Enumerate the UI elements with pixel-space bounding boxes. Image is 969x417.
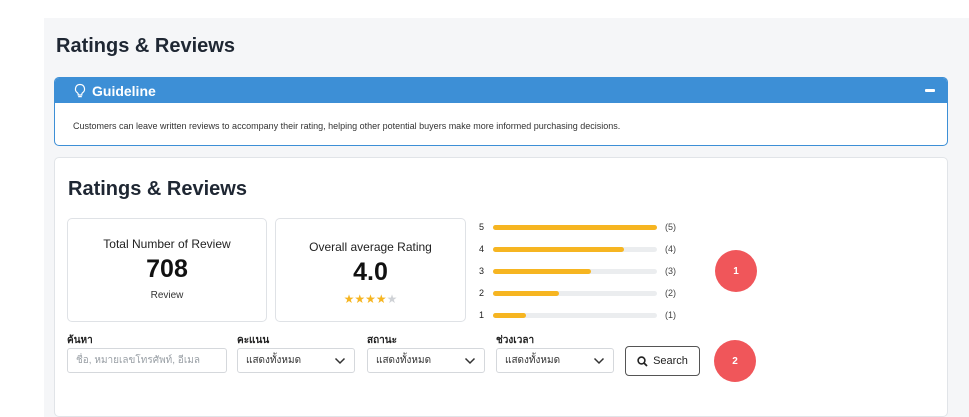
star-icon: ★ (354, 292, 366, 306)
distribution-bar (493, 313, 526, 318)
score-select-value: แสดงทั้งหมด (246, 355, 302, 366)
distribution-count: (2) (665, 288, 676, 298)
status-select[interactable]: แสดงทั้งหมด (367, 348, 485, 373)
search-icon (637, 355, 648, 367)
period-field: ช่วงเวลา แสดงทั้งหมด (496, 333, 614, 373)
star-icon: ★ (386, 292, 398, 306)
distribution-star-label: 3 (479, 266, 485, 276)
distribution-track (493, 225, 657, 230)
distribution-row: 5 (5) (479, 222, 719, 244)
average-rating-value: 4.0 (353, 258, 388, 286)
status-select-value: แสดงทั้งหมด (376, 355, 432, 366)
distribution-track (493, 247, 657, 252)
total-reviews-value: 708 (146, 255, 188, 283)
guideline-header[interactable]: Guideline (55, 78, 947, 103)
distribution-bar (493, 291, 559, 296)
card-title: Ratings & Reviews (68, 178, 247, 200)
star-icon: ★ (375, 292, 387, 306)
distribution-count: (1) (665, 310, 676, 320)
distribution-bar (493, 247, 625, 252)
distribution-count: (5) (665, 222, 676, 232)
score-label: คะแนน (237, 335, 270, 346)
period-label: ช่วงเวลา (496, 335, 535, 346)
total-reviews-unit: Review (150, 290, 184, 301)
distribution-track (493, 269, 657, 274)
score-field: คะแนน แสดงทั้งหมด (237, 333, 355, 373)
distribution-star-label: 4 (479, 244, 485, 254)
average-rating-box: Overall average Rating 4.0 ★★★★★ (275, 218, 466, 322)
annotation-badge-2: 2 (714, 340, 756, 382)
annotation-badge-1: 1 (715, 250, 757, 292)
distribution-count: (4) (665, 244, 676, 254)
ratings-card: Ratings & Reviews Total Number of Review… (54, 157, 948, 417)
guideline-panel: Guideline Customers can leave written re… (54, 77, 948, 146)
distribution-row: 4 (4) (479, 244, 719, 266)
period-select-value: แสดงทั้งหมด (505, 355, 561, 366)
distribution-row: 3 (3) (479, 266, 719, 288)
search-field: ค้นหา (67, 333, 227, 373)
distribution-star-label: 5 (479, 222, 485, 232)
search-label: ค้นหา (67, 335, 93, 346)
star-icon: ★ (343, 292, 355, 306)
chevron-down-icon (593, 357, 605, 364)
average-rating-label: Overall average Rating (309, 240, 432, 254)
star-icon: ★ (365, 292, 376, 306)
chevron-down-icon (464, 357, 476, 364)
total-reviews-label: Total Number of Review (103, 237, 231, 251)
lightbulb-icon (74, 83, 86, 97)
guideline-text: Customers can leave written reviews to a… (73, 121, 621, 131)
page-title: Ratings & Reviews (56, 35, 235, 57)
distribution-track (493, 313, 657, 318)
distribution-row: 1 (1) (479, 310, 719, 332)
search-input[interactable] (67, 348, 227, 373)
distribution-bar (493, 225, 657, 230)
distribution-bar (493, 269, 592, 274)
distribution-track (493, 291, 657, 296)
filter-bar: ค้นหา คะแนน แสดงทั้งหมด สถานะ แสดงทั้งหม… (67, 333, 947, 393)
star-rating: ★★★★★ (276, 292, 465, 306)
score-select[interactable]: แสดงทั้งหมด (237, 348, 355, 373)
distribution-row: 2 (2) (479, 288, 719, 310)
chevron-down-icon (334, 357, 346, 364)
distribution-star-label: 2 (479, 288, 485, 298)
total-reviews-box: Total Number of Review 708 Review (67, 218, 267, 322)
search-button-label: Search (653, 355, 688, 367)
guideline-title: Guideline (92, 82, 156, 99)
status-label: สถานะ (367, 335, 397, 346)
distribution-star-label: 1 (479, 310, 485, 320)
rating-distribution: 5 (5) 4 (4) 3 (3) 2 (2) 1 (1) (479, 222, 719, 332)
distribution-count: (3) (665, 266, 676, 276)
search-button[interactable]: Search (625, 346, 700, 376)
period-select[interactable]: แสดงทั้งหมด (496, 348, 614, 373)
status-field: สถานะ แสดงทั้งหมด (367, 333, 485, 373)
collapse-icon[interactable] (925, 89, 935, 92)
